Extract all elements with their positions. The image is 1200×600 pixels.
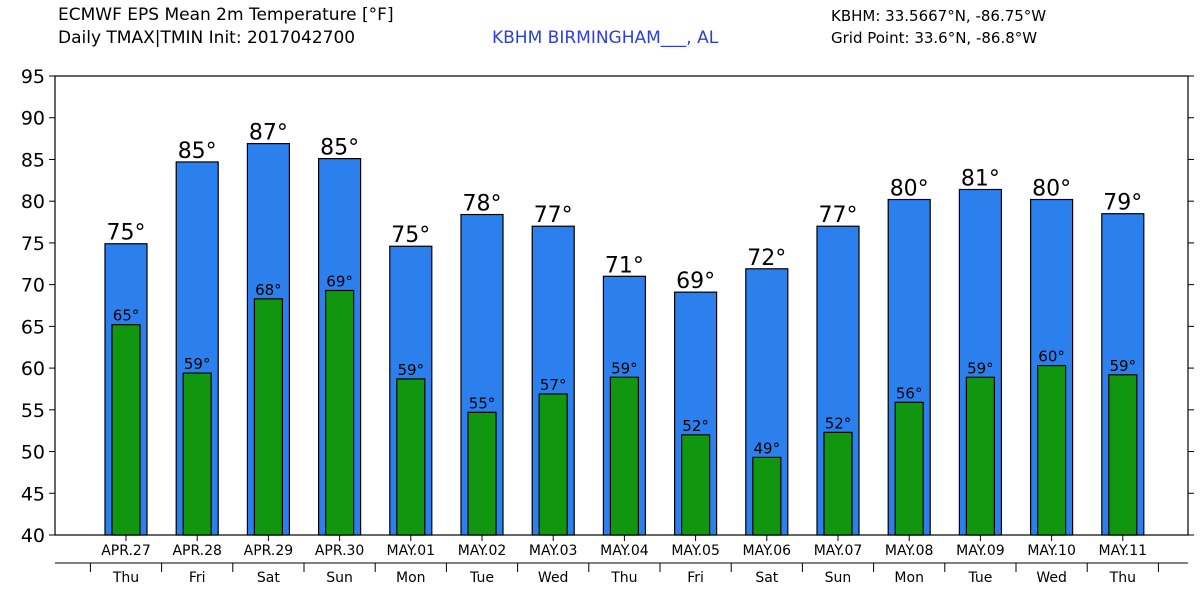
- y-tick-label: 40: [21, 525, 45, 547]
- date-label: MAY.08: [885, 543, 934, 559]
- tmax-label: 78°: [463, 192, 502, 217]
- chart-subtitle: Daily TMAX|TMIN Init: 2017042700: [58, 28, 356, 48]
- tmin-bar: [111, 324, 141, 536]
- date-label: APR.30: [315, 543, 365, 559]
- tmin-label: 57°: [540, 376, 567, 394]
- tmin-label: 59°: [1110, 357, 1137, 375]
- tmin-bar: [894, 401, 924, 536]
- y-tick-label: 50: [21, 442, 45, 464]
- weekday-label: Mon: [894, 570, 924, 586]
- y-tick-label: 80: [21, 191, 45, 213]
- grid-point-coordinates: Grid Point: 33.6°N, -86.8°W: [831, 29, 1038, 47]
- tmin-label: 52°: [682, 417, 709, 435]
- y-tick-label: 45: [21, 483, 45, 505]
- tmax-label: 75°: [391, 223, 430, 248]
- y-tick-label: 65: [21, 316, 45, 338]
- y-tick-label: 60: [21, 358, 45, 380]
- weekday-label: Tue: [469, 570, 494, 586]
- tmax-label: 81°: [961, 166, 1000, 191]
- tmin-label: 60°: [1038, 348, 1065, 366]
- weekday-label: Sat: [257, 570, 280, 586]
- tmin-bar: [253, 298, 283, 536]
- weekday-label: Fri: [189, 570, 206, 586]
- date-label: MAY.01: [387, 543, 436, 559]
- y-tick-label: 75: [21, 233, 45, 255]
- tmin-label: 68°: [255, 281, 282, 299]
- tmin-bar: [965, 376, 996, 536]
- tmin-label: 49°: [754, 439, 781, 457]
- weekday-label: Mon: [396, 570, 426, 586]
- weekday-label: Wed: [1036, 570, 1067, 586]
- tmin-label: 52°: [825, 414, 852, 432]
- tmax-label: 77°: [819, 203, 858, 228]
- weekday-label: Thu: [610, 570, 637, 586]
- station-coordinates: KBHM: 33.5667°N, -86.75°W: [831, 7, 1047, 25]
- tmin-label: 69°: [326, 272, 353, 290]
- tmax-label: 77°: [534, 203, 573, 228]
- tmin-bar: [396, 378, 426, 536]
- tmax-label: 85°: [178, 139, 217, 164]
- tmin-bar: [538, 393, 568, 536]
- date-label: MAY.02: [458, 543, 507, 559]
- chart-title: ECMWF EPS Mean 2m Temperature [°F]: [58, 5, 394, 25]
- y-tick-label: 95: [21, 66, 45, 88]
- weekday-label: Wed: [538, 570, 569, 586]
- tmin-label: 65°: [113, 307, 140, 325]
- date-label: MAY.07: [814, 543, 863, 559]
- tmax-label: 80°: [1032, 177, 1071, 202]
- weekday-label: Thu: [112, 570, 139, 586]
- weekday-label: Thu: [1109, 570, 1136, 586]
- tmin-label: 55°: [469, 394, 496, 412]
- station-name: KBHM BIRMINGHAM___, AL: [492, 28, 719, 48]
- y-tick-label: 70: [21, 275, 45, 297]
- tmax-label: 69°: [676, 269, 715, 294]
- date-label: MAY.10: [1027, 543, 1076, 559]
- y-tick-label: 85: [21, 149, 45, 171]
- tmax-label: 71°: [605, 253, 644, 278]
- tmin-label: 56°: [896, 384, 923, 402]
- date-label: APR.28: [172, 543, 222, 559]
- date-label: MAY.06: [743, 543, 792, 559]
- y-tick-label: 90: [21, 108, 45, 130]
- date-label: MAY.09: [956, 543, 1005, 559]
- weekday-label: Sun: [326, 570, 353, 586]
- weekday-label: Tue: [967, 570, 992, 586]
- tmin-label: 59°: [611, 359, 638, 377]
- date-label: MAY.03: [529, 543, 578, 559]
- tmin-bar: [325, 289, 355, 536]
- y-tick-label: 55: [21, 400, 45, 422]
- date-label: MAY.04: [600, 543, 649, 559]
- tmax-label: 80°: [890, 177, 929, 202]
- tmin-label: 59°: [967, 359, 994, 377]
- tmin-bar: [752, 456, 782, 536]
- tmax-label: 75°: [107, 221, 146, 246]
- weekday-label: Sat: [755, 570, 778, 586]
- tmax-label: 87°: [249, 121, 288, 146]
- date-label: APR.29: [244, 543, 294, 559]
- tmin-label: 59°: [184, 355, 211, 373]
- tmin-bar: [609, 376, 640, 536]
- date-label: MAY.11: [1099, 543, 1148, 559]
- tmin-bar: [467, 411, 497, 536]
- weekday-label: Fri: [687, 570, 704, 586]
- tmax-label: 79°: [1103, 191, 1142, 216]
- tmax-label: 72°: [747, 246, 786, 271]
- date-label: MAY.05: [671, 543, 720, 559]
- tmax-label: 85°: [320, 136, 359, 161]
- tmin-bar: [1108, 374, 1138, 536]
- tmin-bar: [1036, 364, 1067, 536]
- tmin-label: 59°: [398, 361, 425, 379]
- tmin-bar: [680, 434, 711, 536]
- weekday-label: Sun: [825, 570, 852, 586]
- tmin-bar: [823, 431, 853, 536]
- tmin-bar: [182, 372, 212, 536]
- date-label: APR.27: [101, 543, 151, 559]
